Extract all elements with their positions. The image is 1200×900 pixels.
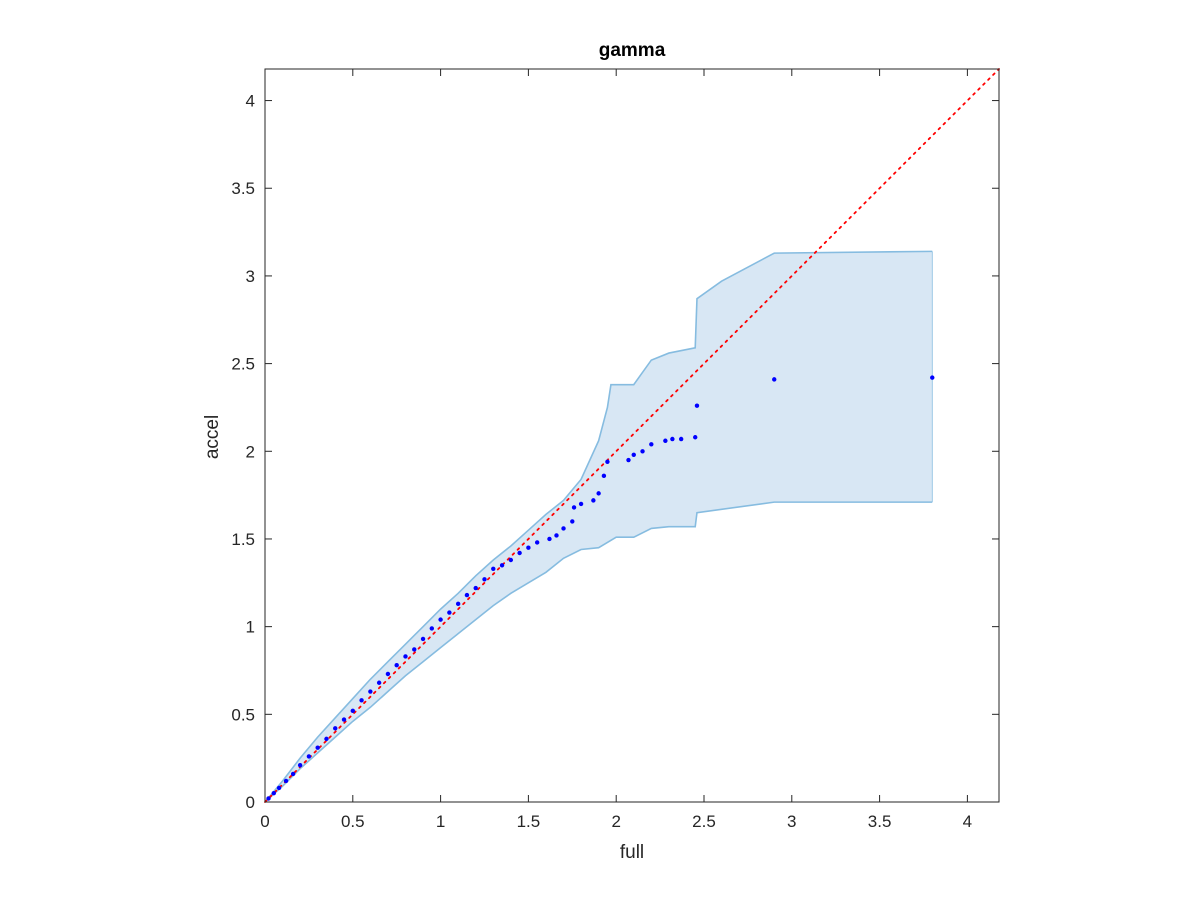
data-point: [605, 459, 610, 465]
x-tick-label: 2: [611, 812, 620, 831]
data-point: [649, 442, 654, 447]
data-point: [266, 796, 271, 801]
x-tick-label: 0.5: [341, 812, 365, 831]
data-point: [394, 663, 399, 668]
data-point: [297, 762, 303, 768]
x-tick-label: 1.5: [517, 812, 541, 831]
y-tick-label: 2.5: [231, 355, 255, 374]
data-points-layer: [266, 375, 935, 801]
data-point: [473, 585, 478, 591]
data-point: [438, 617, 443, 622]
data-point: [547, 536, 552, 542]
data-point: [670, 436, 675, 442]
ticks-layer: 0 0.5 1 1.5 2 2.5 3 3.5 4 0 0.5 1 1.5 2 2.5 3 3.5 4: [231, 69, 999, 831]
band-lower-edge: [264, 501, 933, 803]
data-point: [663, 438, 668, 443]
data-point: [517, 550, 522, 556]
data-point: [315, 745, 320, 750]
x-tick-label: 3.5: [868, 812, 892, 831]
data-point: [930, 375, 935, 380]
data-point: [571, 505, 577, 510]
y-axis-label: accel: [202, 415, 223, 459]
data-point: [640, 449, 645, 454]
y-tick-label: 3: [246, 267, 255, 286]
x-tick-label: 0: [260, 812, 269, 831]
data-point: [455, 601, 461, 607]
x-tick-label: 2.5: [692, 812, 716, 831]
data-point: [491, 566, 496, 571]
data-point: [534, 540, 540, 545]
data-point: [570, 519, 575, 524]
band-upper-edge: [264, 250, 933, 803]
data-point: [464, 592, 470, 598]
data-point: [631, 452, 636, 457]
data-point: [601, 473, 607, 479]
y-tick-label: 3.5: [231, 179, 255, 198]
data-point: [403, 654, 408, 659]
data-point: [271, 791, 276, 796]
data-point: [276, 785, 282, 791]
data-point: [482, 577, 487, 582]
data-point: [306, 754, 312, 759]
chart-title: gamma: [599, 40, 666, 61]
data-point: [420, 636, 426, 642]
data-point: [350, 708, 355, 714]
data-point: [561, 526, 566, 531]
data-point: [772, 377, 777, 382]
axes-box: [264, 68, 1000, 803]
data-point: [341, 717, 347, 722]
data-point: [359, 698, 364, 703]
data-point: [508, 557, 514, 563]
data-point: [283, 778, 289, 784]
data-point: [385, 671, 391, 677]
data-point: [554, 533, 559, 538]
data-point: [290, 771, 296, 777]
x-tick-label: 4: [963, 812, 972, 831]
data-point: [678, 436, 684, 442]
x-tick-label: 3: [787, 812, 796, 831]
data-point: [324, 736, 329, 742]
y-tick-label: 0.5: [231, 705, 255, 724]
data-point: [578, 501, 584, 507]
y-tick-label: 1.5: [231, 530, 255, 549]
data-point: [596, 491, 601, 496]
data-point: [376, 680, 382, 685]
data-point: [429, 626, 435, 631]
x-tick-label: 1: [436, 812, 445, 831]
y-tick-label: 0: [246, 793, 255, 812]
data-point: [368, 689, 373, 694]
data-point: [412, 647, 417, 652]
y-tick-label: 2: [246, 442, 255, 461]
y-tick-label: 1: [246, 618, 255, 637]
confidence-band-layer: [264, 250, 933, 803]
data-point: [499, 563, 505, 568]
reference-line-y-equals-x: [264, 68, 1000, 803]
data-point: [447, 610, 452, 615]
data-point: [626, 457, 631, 463]
y-tick-label: 4: [246, 92, 255, 111]
data-point: [333, 726, 338, 731]
confidence-band-fill: [265, 251, 933, 803]
x-axis-label: full: [620, 842, 644, 863]
data-point: [693, 435, 698, 440]
data-point: [526, 545, 531, 550]
data-point: [694, 403, 700, 408]
data-point: [591, 498, 596, 503]
